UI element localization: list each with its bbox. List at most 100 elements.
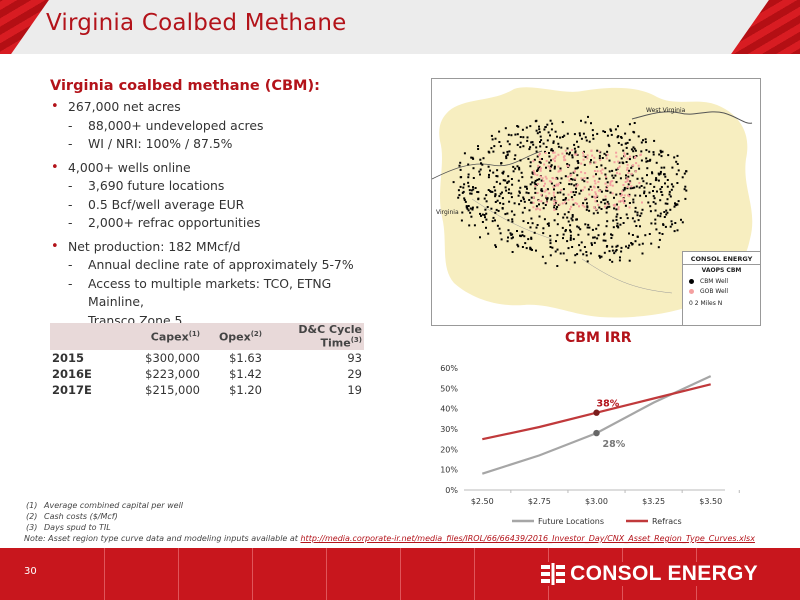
cbm-well-marker	[600, 190, 603, 193]
cbm-well-marker	[505, 189, 508, 192]
cbm-well-marker	[584, 136, 587, 139]
cbm-well-marker	[640, 212, 643, 215]
cbm-well-marker	[623, 200, 626, 203]
cbm-well-marker	[633, 220, 636, 223]
logo-text: CONSOL ENERGY	[570, 562, 758, 585]
gob-well-marker	[539, 169, 542, 172]
gob-well-marker	[634, 156, 637, 158]
cbm-well-marker	[650, 222, 653, 225]
cbm-well-marker	[513, 213, 516, 216]
cbm-well-marker	[542, 227, 545, 230]
cbm-well-marker	[629, 180, 632, 183]
cbm-well-marker	[685, 189, 688, 192]
type-curves-link[interactable]: http://media.corporate-ir.net/media_file…	[300, 534, 755, 543]
gob-well-marker	[553, 203, 556, 205]
footnote-item: (2) Cash costs ($/Mcf)	[26, 512, 118, 521]
bullet-list: • 267,000 net acres -88,000+ undeveloped…	[50, 98, 390, 330]
gob-well-marker	[637, 164, 640, 167]
cbm-well-marker	[657, 172, 660, 175]
legend-label: GOB Well	[700, 287, 729, 295]
cbm-well-marker	[663, 211, 666, 213]
cbm-well-marker	[536, 178, 539, 181]
gob-well-marker	[631, 164, 634, 167]
cbm-well-marker	[640, 150, 643, 153]
y-tick-label: 40%	[440, 405, 458, 414]
cbm-well-marker	[626, 141, 629, 144]
gob-well-marker	[557, 153, 560, 156]
cbm-well-marker	[571, 219, 574, 222]
gob-well-marker	[594, 191, 597, 194]
cbm-well-marker	[502, 170, 505, 173]
cbm-well-marker	[492, 171, 495, 174]
cbm-well-marker	[528, 209, 531, 212]
cbm-well-marker	[573, 194, 576, 196]
cbm-well-marker	[642, 180, 645, 183]
gob-well-marker	[590, 149, 593, 152]
cbm-well-marker	[647, 201, 650, 204]
map-label-virginia: Virginia	[436, 209, 459, 216]
cbm-well-marker	[676, 182, 679, 184]
gob-well-marker	[537, 164, 540, 167]
cbm-well-marker	[622, 162, 625, 165]
cbm-well-marker	[522, 198, 525, 201]
gob-well-marker	[606, 203, 609, 206]
gob-well-marker	[535, 208, 538, 211]
cbm-well-marker	[472, 157, 475, 160]
cbm-well-marker	[628, 202, 631, 204]
cbm-well-marker	[592, 236, 595, 239]
gob-well-marker	[540, 193, 543, 196]
cbm-well-marker	[603, 232, 606, 235]
sub-text: 3,690 future locations	[88, 178, 225, 193]
cbm-well-marker	[616, 203, 618, 206]
cbm-well-marker	[556, 265, 559, 267]
cbm-well-marker	[557, 142, 560, 145]
table-row: 2015 $300,000 $1.63 93	[50, 350, 364, 366]
cbm-well-marker	[630, 242, 633, 244]
gob-well-marker	[576, 202, 579, 205]
cbm-well-marker	[632, 155, 635, 158]
cbm-well-marker	[550, 148, 553, 151]
cbm-well-marker	[541, 190, 544, 193]
cbm-well-marker	[654, 218, 657, 221]
cbm-well-marker	[625, 245, 627, 248]
cbm-well-marker	[497, 209, 500, 212]
gob-well-marker	[551, 177, 554, 180]
footer-divider	[252, 548, 253, 600]
cbm-well-marker	[551, 246, 554, 249]
cbm-well-marker	[508, 150, 511, 153]
y-tick-label: 10%	[440, 466, 458, 475]
cbm-well-marker	[572, 203, 575, 206]
sub-text: Annual decline rate of approximately 5-7…	[88, 257, 354, 272]
cbm-well-marker	[622, 189, 625, 192]
cbm-well-marker	[501, 171, 504, 174]
gob-well-swatch-icon	[689, 288, 694, 294]
cbm-well-marker	[613, 252, 616, 255]
cbm-well-marker	[566, 132, 569, 135]
gob-well-marker	[575, 185, 578, 188]
cbm-well-marker	[598, 177, 601, 180]
cbm-well-marker	[487, 176, 490, 179]
gob-well-marker	[618, 200, 621, 203]
gob-well-marker	[624, 181, 627, 183]
cbm-well-marker	[539, 161, 542, 164]
cbm-well-marker	[459, 161, 462, 164]
cbm-well-marker	[578, 132, 581, 135]
cbm-well-marker	[615, 181, 618, 184]
cbm-well-marker	[559, 167, 562, 170]
cbm-well-marker	[580, 241, 583, 244]
cbm-well-marker	[624, 132, 627, 135]
cbm-well-marker	[536, 224, 539, 226]
gob-well-marker	[532, 196, 535, 199]
sub-list: -3,690 future locations -0.5 Bcf/well av…	[68, 177, 390, 233]
cbm-well-marker	[562, 199, 565, 201]
cbm-well-marker	[452, 181, 455, 184]
cbm-well-marker	[495, 180, 498, 183]
cbm-well-marker	[471, 156, 474, 159]
cbm-well-marker	[658, 173, 661, 176]
cbm-well-marker	[633, 186, 636, 189]
cbm-well-marker	[631, 242, 634, 245]
cbm-well-marker	[519, 186, 522, 189]
table-header-cell: Opex(2)	[202, 323, 264, 350]
cbm-well-marker	[583, 246, 586, 248]
cbm-well-marker	[524, 185, 527, 188]
